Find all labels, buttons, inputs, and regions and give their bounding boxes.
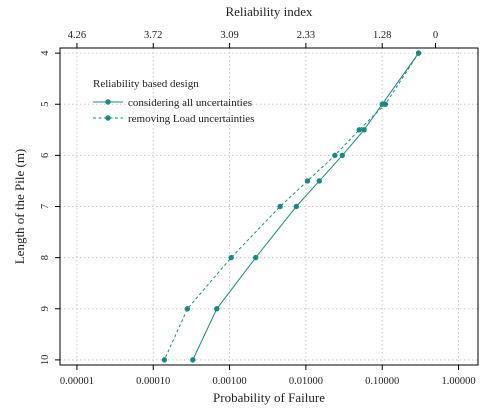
x2-axis-title: Reliability index (225, 4, 313, 19)
y-tick-label: 10 (40, 355, 51, 366)
y-tick-label: 8 (40, 255, 51, 260)
data-point (361, 127, 367, 133)
data-point (339, 152, 345, 159)
data-point (252, 254, 259, 261)
y-tick-label: 7 (40, 204, 51, 209)
x2-tick-label: 3.09 (220, 30, 238, 41)
x2-tick-label: 0 (433, 30, 438, 41)
y-tick-label: 6 (40, 153, 51, 158)
data-point (277, 203, 283, 210)
data-point (316, 178, 323, 184)
y-tick-label: 5 (40, 102, 51, 107)
legend-title: Reliability based design (93, 78, 199, 90)
grid-lines (60, 48, 478, 365)
data-point (293, 203, 300, 210)
data-point (161, 357, 168, 363)
data-point (304, 178, 311, 184)
axis-ticks: 0.00001 0.00010 0.00100 0.01000 0.10000 1.000… (40, 30, 476, 387)
legend-items: considering all uncertainties removing Lo… (93, 97, 254, 125)
x-tick-label: 1.00000 (441, 376, 475, 387)
y-tick-label: 9 (40, 306, 51, 311)
x-tick-label: 0.00100 (213, 376, 247, 387)
x2-tick-label: 4.26 (68, 30, 86, 41)
legend-label: considering all uncertainties (128, 97, 252, 109)
data-point (228, 254, 234, 261)
data-point (184, 306, 191, 312)
legend: Reliability based design considering all… (93, 78, 254, 125)
legend-marker (105, 115, 111, 121)
legend-marker (105, 99, 111, 105)
series-line (163, 52, 420, 361)
x-tick-label: 0.00010 (136, 376, 170, 387)
series-layer (161, 50, 422, 363)
y-axis-title: Length of the Pile (m) (12, 149, 27, 265)
legend-label: removing Load uncertainties (128, 113, 254, 125)
x-tick-label: 0.00001 (60, 376, 94, 387)
data-point (214, 306, 220, 312)
x2-tick-label: 1.28 (373, 30, 391, 41)
data-point (382, 101, 389, 107)
data-point (356, 127, 362, 133)
data-point (415, 50, 422, 56)
x-tick-label: 0.01000 (289, 376, 323, 387)
data-point (190, 357, 196, 363)
x-axis-title: Probability of Failure (213, 390, 325, 405)
x-tick-label: 0.10000 (365, 376, 399, 387)
x2-tick-label: 3.72 (144, 30, 162, 41)
data-point (332, 152, 338, 159)
x2-tick-label: 2.33 (297, 30, 315, 41)
y-tick-label: 4 (40, 50, 51, 56)
series-2 (161, 50, 422, 363)
